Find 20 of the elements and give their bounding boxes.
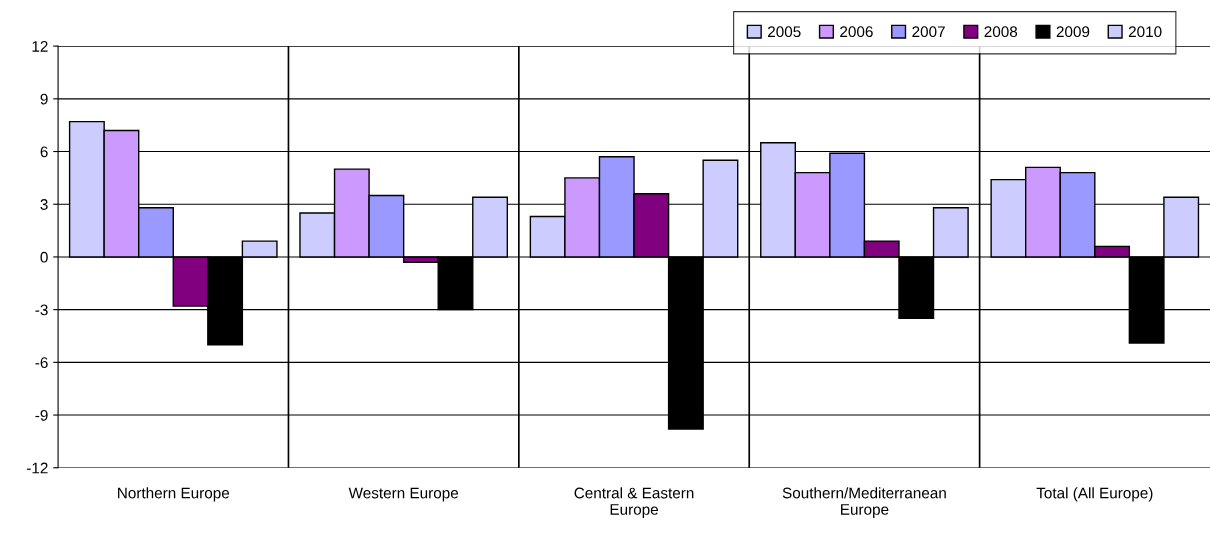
- y-tick-label: -3: [35, 304, 48, 316]
- y-tick-label: 12: [32, 40, 48, 52]
- x-tick-label: Western Europe: [348, 487, 459, 502]
- legend-label: 2007: [912, 26, 945, 38]
- legend-label: 2005: [768, 26, 801, 38]
- legend-label: 2008: [984, 26, 1018, 38]
- y-tick-label: 3: [40, 199, 48, 210]
- y-tick-label: -9: [35, 409, 48, 421]
- y-tick-label: 0: [40, 251, 48, 263]
- legend-label: 2009: [1056, 26, 1090, 38]
- legend-label: 2006: [840, 26, 873, 38]
- x-tick-label: Central & Eastern Europe: [574, 487, 694, 518]
- y-tick-label: -6: [35, 357, 48, 369]
- y-tick-label: -12: [26, 462, 48, 474]
- x-tick-label: Northern Europe: [118, 487, 230, 502]
- x-tick-label: Total (All Europe): [1036, 487, 1153, 502]
- legend-label: 2010: [1128, 26, 1162, 38]
- y-tick-label: 6: [40, 146, 48, 158]
- x-tick-label: Southern/Mediterranean Europe: [782, 487, 946, 518]
- y-tick-label: 9: [40, 93, 48, 105]
